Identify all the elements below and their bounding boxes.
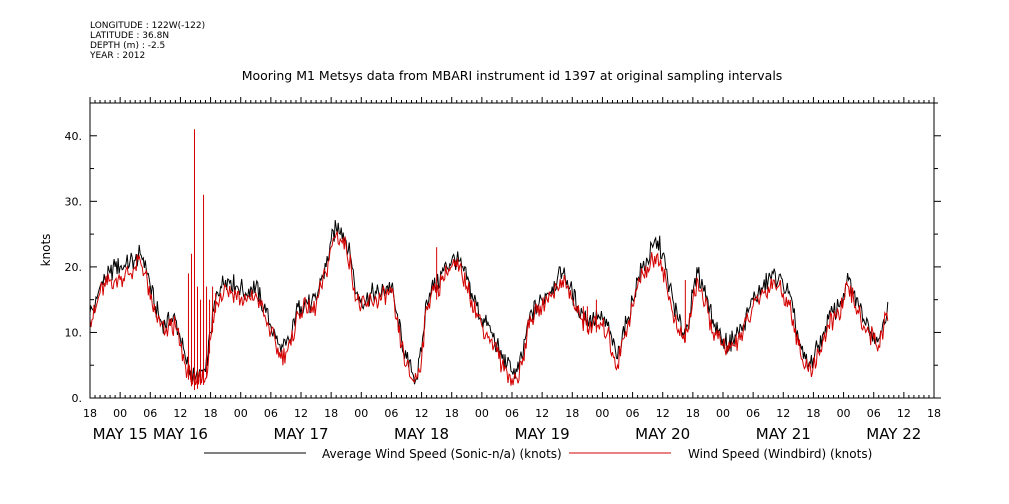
date-label: MAY 15 [93, 425, 148, 443]
x-tick-label: 12 [776, 407, 790, 420]
x-tick-label: 18 [927, 407, 941, 420]
y-axis-title: knots [39, 234, 53, 267]
x-tick-label: 12 [415, 407, 429, 420]
x-tick-label: 00 [113, 407, 127, 420]
x-tick-label: 06 [867, 407, 881, 420]
x-tick-label: 12 [294, 407, 308, 420]
x-tick-label: 18 [565, 407, 579, 420]
y-tick-label: 30. [65, 195, 83, 208]
depth-label: DEPTH (m) : -2.5 [90, 41, 166, 51]
series-line-windbird-wind-speed [89, 231, 889, 386]
x-tick-label: 12 [656, 407, 670, 420]
date-label: MAY 20 [635, 425, 690, 443]
metadata-block: LONGITUDE : 122W(-122) LATITUDE : 36.8N … [90, 21, 205, 61]
axis-ticks [89, 97, 941, 399]
legend: Average Wind Speed (Sonic-n/a) (knots) Wi… [204, 447, 872, 461]
series-line-average-wind-speed [89, 220, 889, 385]
x-tick-label: 06 [505, 407, 519, 420]
x-tick-label: 06 [626, 407, 640, 420]
date-label: MAY 22 [866, 425, 921, 443]
x-tick-label: 18 [445, 407, 459, 420]
x-tick-label: 00 [234, 407, 248, 420]
plot-frame [89, 102, 935, 399]
legend-label-windbird: Wind Speed (Windbird) (knots) [688, 447, 872, 461]
legend-label-average: Average Wind Speed (Sonic-n/a) (knots) [322, 447, 562, 461]
y-tick-label: 20. [65, 261, 83, 274]
x-tick-label: 00 [716, 407, 730, 420]
x-tick-label: 00 [595, 407, 609, 420]
x-tick-label: 06 [264, 407, 278, 420]
axis-labels: 0. 10. 20. 30. 40. 18 00 06 12 18 00 06 12 18 00 06 12 18… [65, 130, 942, 443]
x-tick-label: 06 [143, 407, 157, 420]
x-tick-label: 18 [686, 407, 700, 420]
x-tick-label: 18 [204, 407, 218, 420]
x-tick-label: 18 [324, 407, 338, 420]
latitude-label: LATITUDE : 36.8N [90, 31, 170, 41]
date-label: MAY 21 [756, 425, 811, 443]
longitude-label: LONGITUDE : 122W(-122) [90, 21, 206, 31]
x-tick-label: 18 [83, 407, 97, 420]
x-tick-label: 18 [806, 407, 820, 420]
date-label: MAY 17 [273, 425, 328, 443]
x-tick-label: 06 [384, 407, 398, 420]
x-tick-label: 00 [475, 407, 489, 420]
y-tick-label: 40. [65, 130, 83, 143]
chart-title: Mooring M1 Metsys data from MBARI instru… [241, 68, 783, 83]
date-label: MAY 16 [153, 425, 208, 443]
x-tick-label: 00 [354, 407, 368, 420]
date-label: MAY 19 [515, 425, 570, 443]
year-label: YEAR : 2012 [90, 51, 146, 61]
x-tick-label: 00 [837, 407, 851, 420]
x-tick-label: 12 [173, 407, 187, 420]
x-tick-label: 12 [897, 407, 911, 420]
y-tick-label: 0. [72, 392, 83, 405]
x-tick-label: 06 [746, 407, 760, 420]
date-label: MAY 18 [394, 425, 449, 443]
y-tick-label: 10. [65, 326, 83, 339]
series-lines [89, 129, 889, 391]
x-tick-label: 12 [535, 407, 549, 420]
